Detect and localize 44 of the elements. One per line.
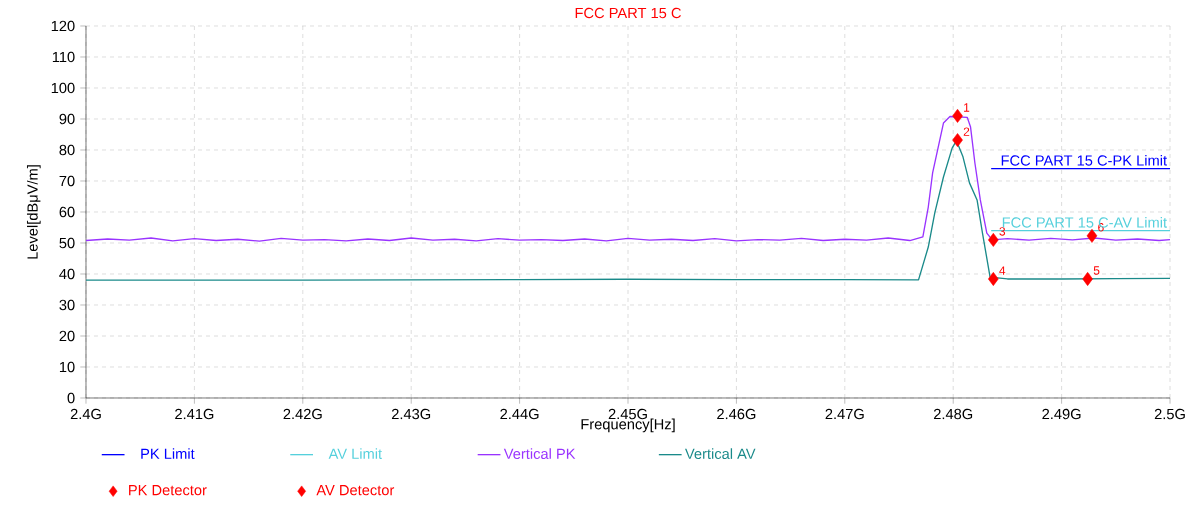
legend-label: Vertical AV	[685, 448, 756, 460]
chart-title: FCC PART 15 C	[575, 7, 681, 19]
x-tick-label: 2.43G	[391, 408, 431, 420]
x-tick-label: 2.45G	[608, 408, 647, 420]
legend-label: AV Detector	[316, 485, 395, 496]
point	[952, 133, 963, 148]
x-axis-title: Frequency[Hz]	[581, 418, 675, 433]
annotation: 5	[1093, 266, 1100, 275]
y-tick-label: 40	[59, 268, 75, 280]
annotation: 4	[999, 266, 1006, 275]
annotation: 1	[964, 103, 970, 112]
legend-label: PK Detector	[129, 485, 207, 496]
y-tick-label: 80	[59, 144, 75, 156]
point	[988, 272, 999, 286]
x-tick-label: 2.4G	[70, 408, 101, 420]
annotation: FCC PART 15 C-PK Limit	[1001, 154, 1167, 166]
x-tick-label: 2.41G	[175, 408, 214, 420]
point	[952, 108, 963, 123]
x-tick-label: 2.47G	[825, 408, 864, 420]
annotation: 2	[963, 127, 970, 136]
legend-label: PK Limit	[141, 448, 195, 459]
y-tick-label: 60	[59, 206, 75, 218]
y-tick-label: 50	[59, 237, 75, 249]
y-tick-label: 10	[59, 361, 75, 373]
x-tick-label: 2.5G	[1154, 408, 1185, 420]
x-tick-label: 2.46G	[717, 408, 756, 420]
y-tick-label: 110	[52, 51, 75, 63]
legend-label: Vertical PK	[503, 448, 576, 460]
point	[1086, 228, 1098, 243]
y-tick-label: 20	[59, 330, 75, 342]
x-tick-label: 2.44G	[500, 408, 539, 420]
x-tick-label: 2.48G	[933, 408, 973, 420]
point	[1082, 272, 1093, 286]
y-tick-label: 0	[67, 392, 75, 404]
y-axis-title: Level[dBμV/m]	[26, 165, 41, 259]
y-tick-label: 70	[59, 175, 75, 187]
y-tick-label: 120	[51, 20, 75, 32]
x-tick-label: 2.49G	[1042, 408, 1081, 420]
y-tick-label: 30	[59, 299, 75, 311]
y-tick-label: 100	[51, 82, 75, 94]
point	[988, 232, 999, 247]
y-tick-label: 90	[59, 113, 75, 125]
x-tick-label: 2.42G	[283, 408, 322, 420]
legend-label: AV Limit	[328, 448, 382, 459]
